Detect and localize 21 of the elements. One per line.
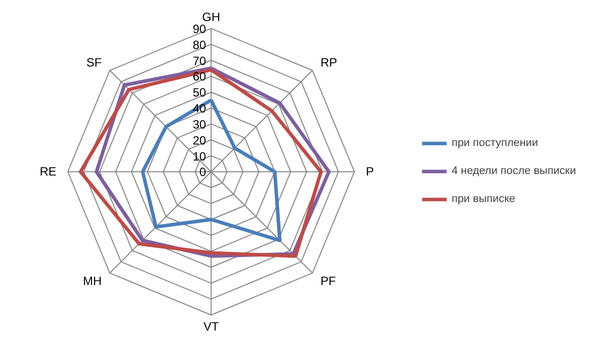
spoke-label: GH [202, 10, 220, 24]
spoke-label: SF [86, 55, 102, 70]
y-tick-label: 60 [192, 70, 206, 84]
legend-label: 4 недели после выписки [452, 164, 576, 176]
spoke-label: MH [83, 274, 102, 288]
legend-label: при поступлении [452, 136, 538, 148]
y-tick-label: 20 [192, 133, 206, 148]
y-tick-label: 0 [199, 165, 206, 180]
spoke-label: RP [320, 55, 338, 70]
y-tick-label: 90 [192, 22, 206, 36]
y-tick-label: 80 [192, 38, 206, 52]
spoke-label: P [366, 164, 374, 179]
y-tick-label: 10 [192, 149, 206, 164]
y-tick-label: 40 [192, 102, 206, 116]
y-tick-label: 50 [192, 86, 206, 100]
y-tick-label: 70 [192, 54, 206, 68]
legend-label: при выписке [452, 192, 516, 204]
spoke-label: VT [203, 319, 220, 334]
spoke-label: PF [320, 274, 336, 288]
y-tick-label: 30 [192, 117, 206, 132]
spoke-label: RE [40, 164, 56, 179]
